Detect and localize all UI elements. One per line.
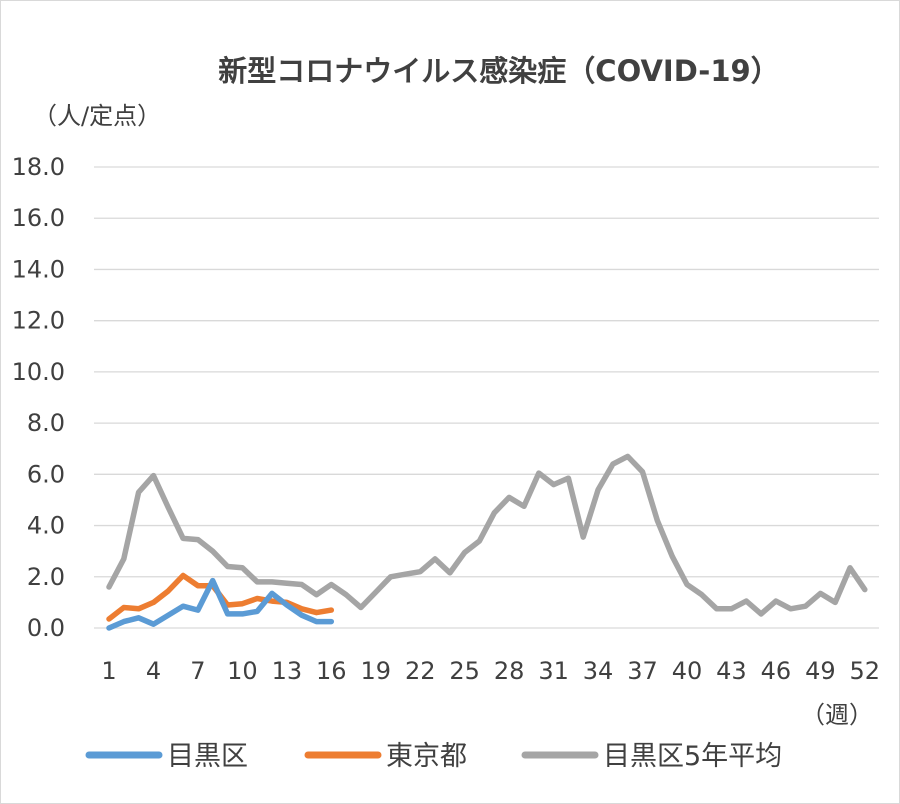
x-tick-label: 1 [101,657,116,685]
y-tick-label: 16.0 [12,204,65,232]
chart-title: 新型コロナウイルス感染症（COVID-19） [218,54,779,88]
x-tick-label: 52 [850,657,881,685]
y-tick-label: 0.0 [27,614,65,642]
y-tick-label: 14.0 [12,255,65,283]
y-tick-label: 12.0 [12,307,65,335]
y-tick-label: 6.0 [27,460,65,488]
x-axis-ticks: 1 4 7 10 13 16 19 22 25 28 31 34 37 40 43 46 49 52 [101,657,880,685]
gridlines [94,166,879,629]
x-axis-unit-label: （週） [801,701,873,729]
series-line-2 [106,453,868,617]
y-tick-label: 4.0 [27,512,65,540]
x-tick-label: 34 [583,657,614,685]
x-tick-label: 43 [716,657,747,685]
y-tick-label: 8.0 [27,409,65,437]
y-axis-unit-label: （人/定点） [33,102,161,130]
legend-label-1: 東京都 [386,741,467,772]
legend: 目黒区 東京都 目黒区5年平均 [85,741,782,772]
x-tick-label: 10 [227,657,258,685]
x-tick-label: 28 [494,657,525,685]
x-tick-label: 25 [449,657,480,685]
x-tick-label: 31 [538,657,569,685]
y-axis-ticks: 0.0 2.0 4.0 6.0 8.0 10.0 12.0 14.0 16.0 18.0 [12,153,65,642]
x-tick-label: 49 [805,657,836,685]
series-line-0 [106,577,335,631]
x-tick-label: 37 [627,657,658,685]
x-tick-label: 40 [672,657,703,685]
x-tick-label: 4 [146,657,161,685]
y-tick-label: 10.0 [12,358,65,386]
y-tick-label: 18.0 [12,153,65,181]
x-tick-label: 16 [316,657,347,685]
x-tick-label: 46 [761,657,792,685]
x-tick-label: 7 [190,657,205,685]
x-tick-label: 22 [405,657,436,685]
x-tick-label: 19 [360,657,391,685]
legend-label-0: 目黒区 [167,741,248,772]
x-tick-label: 13 [272,657,303,685]
y-tick-label: 2.0 [27,563,65,591]
legend-label-2: 目黒区5年平均 [603,741,782,772]
series-lines [106,453,868,631]
